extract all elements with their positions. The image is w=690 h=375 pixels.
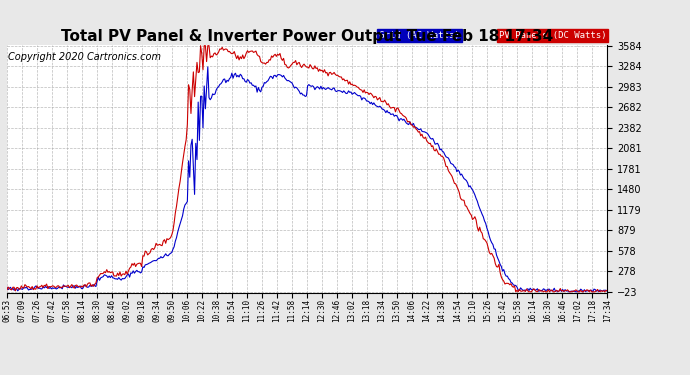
Text: PV Panels (DC Watts): PV Panels (DC Watts) xyxy=(499,31,607,40)
Title: Total PV Panel & Inverter Power Output Tue Feb 18 17:34: Total PV Panel & Inverter Power Output T… xyxy=(61,29,553,44)
Text: Grid (AC Watts): Grid (AC Watts) xyxy=(379,31,460,40)
Text: Copyright 2020 Cartronics.com: Copyright 2020 Cartronics.com xyxy=(8,53,161,62)
